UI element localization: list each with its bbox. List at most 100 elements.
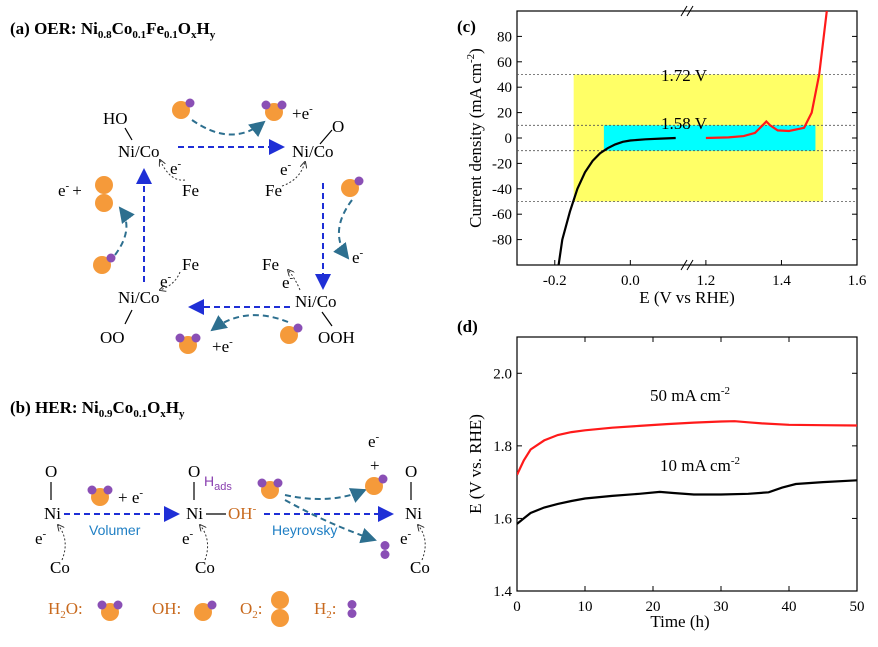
x-tick-label: 1.6	[848, 273, 867, 289]
series-label-10ma: 10 mA cm-2	[660, 455, 740, 475]
metal-ni-co: Ni/Co	[295, 292, 337, 311]
electron-label: e-	[282, 272, 294, 292]
her-site-final: O Ni e- Co	[400, 462, 430, 577]
panel-a-title: (a) OER: Ni0.8Co0.1Fe0.1OxHy	[10, 19, 216, 41]
x-tick-label: 10	[578, 599, 593, 615]
oxygen-label: O	[45, 462, 57, 481]
electron-top: e-	[368, 431, 380, 451]
series-50ma-line	[517, 420, 857, 476]
nickel-label: Ni	[405, 504, 422, 523]
annotation-1-58v: 1.58 V	[661, 114, 708, 133]
curved-arrow-to-h2	[284, 499, 377, 544]
curved-arrow-right	[333, 199, 353, 260]
y-tick-label: 1.4	[493, 584, 512, 600]
h2o-molecule-icon	[175, 333, 201, 354]
chart-c-x-label: E (V vs RHE)	[639, 288, 735, 307]
right-e: e-	[352, 247, 364, 267]
x-tick-label: 40	[782, 599, 797, 615]
chart-c-y-label: Current density (mA cm-2)	[465, 48, 485, 228]
oxygen-label: O	[405, 462, 417, 481]
chart-c-polarization: (c) -80 -60 -40 -20 0 20 40 60 80 -0.2 0.0 1.2 1.4 1.…	[457, 5, 867, 307]
metal-ni-co: Ni/Co	[118, 288, 160, 307]
oer-node-o: O Ni/Co e- Fe	[265, 117, 344, 200]
x-tick-label: 0	[513, 599, 521, 615]
panel-b-title: (b) HER: Ni0.9Co0.1OxHy	[10, 398, 185, 420]
h2o-molecule-icon	[257, 478, 283, 499]
series-oer-line	[705, 11, 828, 140]
curved-arrow-to-oh	[284, 488, 367, 503]
legend-o2-label: O2:	[240, 599, 263, 621]
oer-node-ooh: Fe e- Ni/Co OOH	[262, 255, 355, 347]
oh-molecule-icon	[365, 474, 388, 495]
chart-d-x-label: Time (h)	[650, 612, 709, 631]
o2-molecule-icon	[95, 176, 113, 212]
oer-node-ho: HO Ni/Co e- Fe	[103, 109, 199, 200]
cobalt-label: Co	[410, 558, 430, 577]
plus-electron: + e-	[118, 487, 143, 507]
oh-molecule-icon	[280, 323, 303, 344]
chart-d-frame	[516, 336, 858, 592]
oh-molecule-icon	[341, 176, 364, 197]
y-tick-label: 60	[497, 55, 512, 71]
chart-d-y-label: E (V vs. RHE)	[466, 414, 485, 514]
nickel-label: Ni	[44, 504, 61, 523]
chart-d-panel-label: (d)	[457, 317, 478, 336]
electron-label: e-	[182, 528, 194, 548]
curved-arrow-top	[191, 119, 266, 138]
curved-arrow-left	[114, 206, 135, 256]
x-tick-label: 1.2	[697, 273, 716, 289]
electron-label: e-	[160, 271, 172, 291]
electron-label: e-	[400, 528, 412, 548]
molecule-legend: H2O: OH: O2: H2:	[48, 591, 357, 627]
x-tick-label: 1.4	[772, 273, 791, 289]
h-ads-label: Hads	[204, 473, 232, 493]
ligand-ooh: OOH	[318, 328, 355, 347]
electron-label: e-	[280, 159, 292, 179]
her-site-initial: O Ni e- Co	[35, 462, 70, 577]
oh-ads-label: O	[188, 462, 200, 481]
legend-h2-label: H2:	[314, 599, 337, 621]
x-tick-label: 20	[646, 599, 661, 615]
y-tick-label: 1.6	[493, 511, 512, 527]
legend-h2o-icon	[97, 600, 123, 621]
left-e-plus: e- +	[58, 180, 82, 200]
electron-label: e-	[35, 528, 47, 548]
top-plus-e: +e-	[292, 103, 313, 123]
x-tick-label: -0.2	[543, 273, 567, 289]
h2o-molecule-icon	[261, 100, 287, 121]
y-tick-label: 80	[497, 29, 512, 45]
legend-o2-icon	[271, 591, 289, 627]
bottom-plus-e: +e-	[212, 336, 233, 356]
series-label-50ma: 50 mA cm-2	[650, 385, 730, 405]
chart-c-panel-label: (c)	[457, 17, 476, 36]
legend-oh-icon	[194, 600, 217, 621]
x-tick-label: 0.0	[621, 273, 640, 289]
oh-molecule-icon	[172, 98, 195, 119]
h2o-molecule-icon	[87, 485, 113, 506]
nickel-label: Ni	[186, 504, 203, 523]
volmer-step-label: Volumer	[89, 522, 141, 538]
chart-d-stability: (d) 1.4 1.6 1.8 2.0 0 10 20 30 40 50 Time (h) E (…	[457, 317, 865, 631]
panel-a-oer: (a) OER: Ni0.8Co0.1Fe0.1OxHy HO Ni/Co e-…	[10, 19, 364, 356]
plus-top: +	[370, 456, 380, 475]
cobalt-label: Co	[195, 558, 215, 577]
series-her-line	[557, 136, 676, 265]
y-tick-label: 40	[497, 80, 512, 96]
x-tick-label: 30	[714, 599, 729, 615]
series-10ma-line	[517, 479, 857, 525]
cobalt-label: Co	[50, 558, 70, 577]
her-site-hads: O Hads Ni OH- e- Co	[182, 462, 257, 577]
fe-label: Fe	[265, 181, 282, 200]
ligand-ho: HO	[103, 109, 128, 128]
annotation-1-72v: 1.72 V	[661, 66, 708, 85]
y-tick-label: 20	[497, 106, 512, 122]
h2-molecule-icon	[380, 541, 390, 559]
y-tick-label: -80	[492, 233, 512, 249]
legend-oh-label: OH:	[152, 599, 181, 618]
panel-b-her: (b) HER: Ni0.9Co0.1OxHy O Ni e- Co + e- …	[10, 398, 430, 577]
fe-label: Fe	[182, 255, 199, 274]
y-tick-label: 1.8	[493, 439, 512, 455]
fe-label: Fe	[182, 181, 199, 200]
ligand-o: O	[332, 117, 344, 136]
